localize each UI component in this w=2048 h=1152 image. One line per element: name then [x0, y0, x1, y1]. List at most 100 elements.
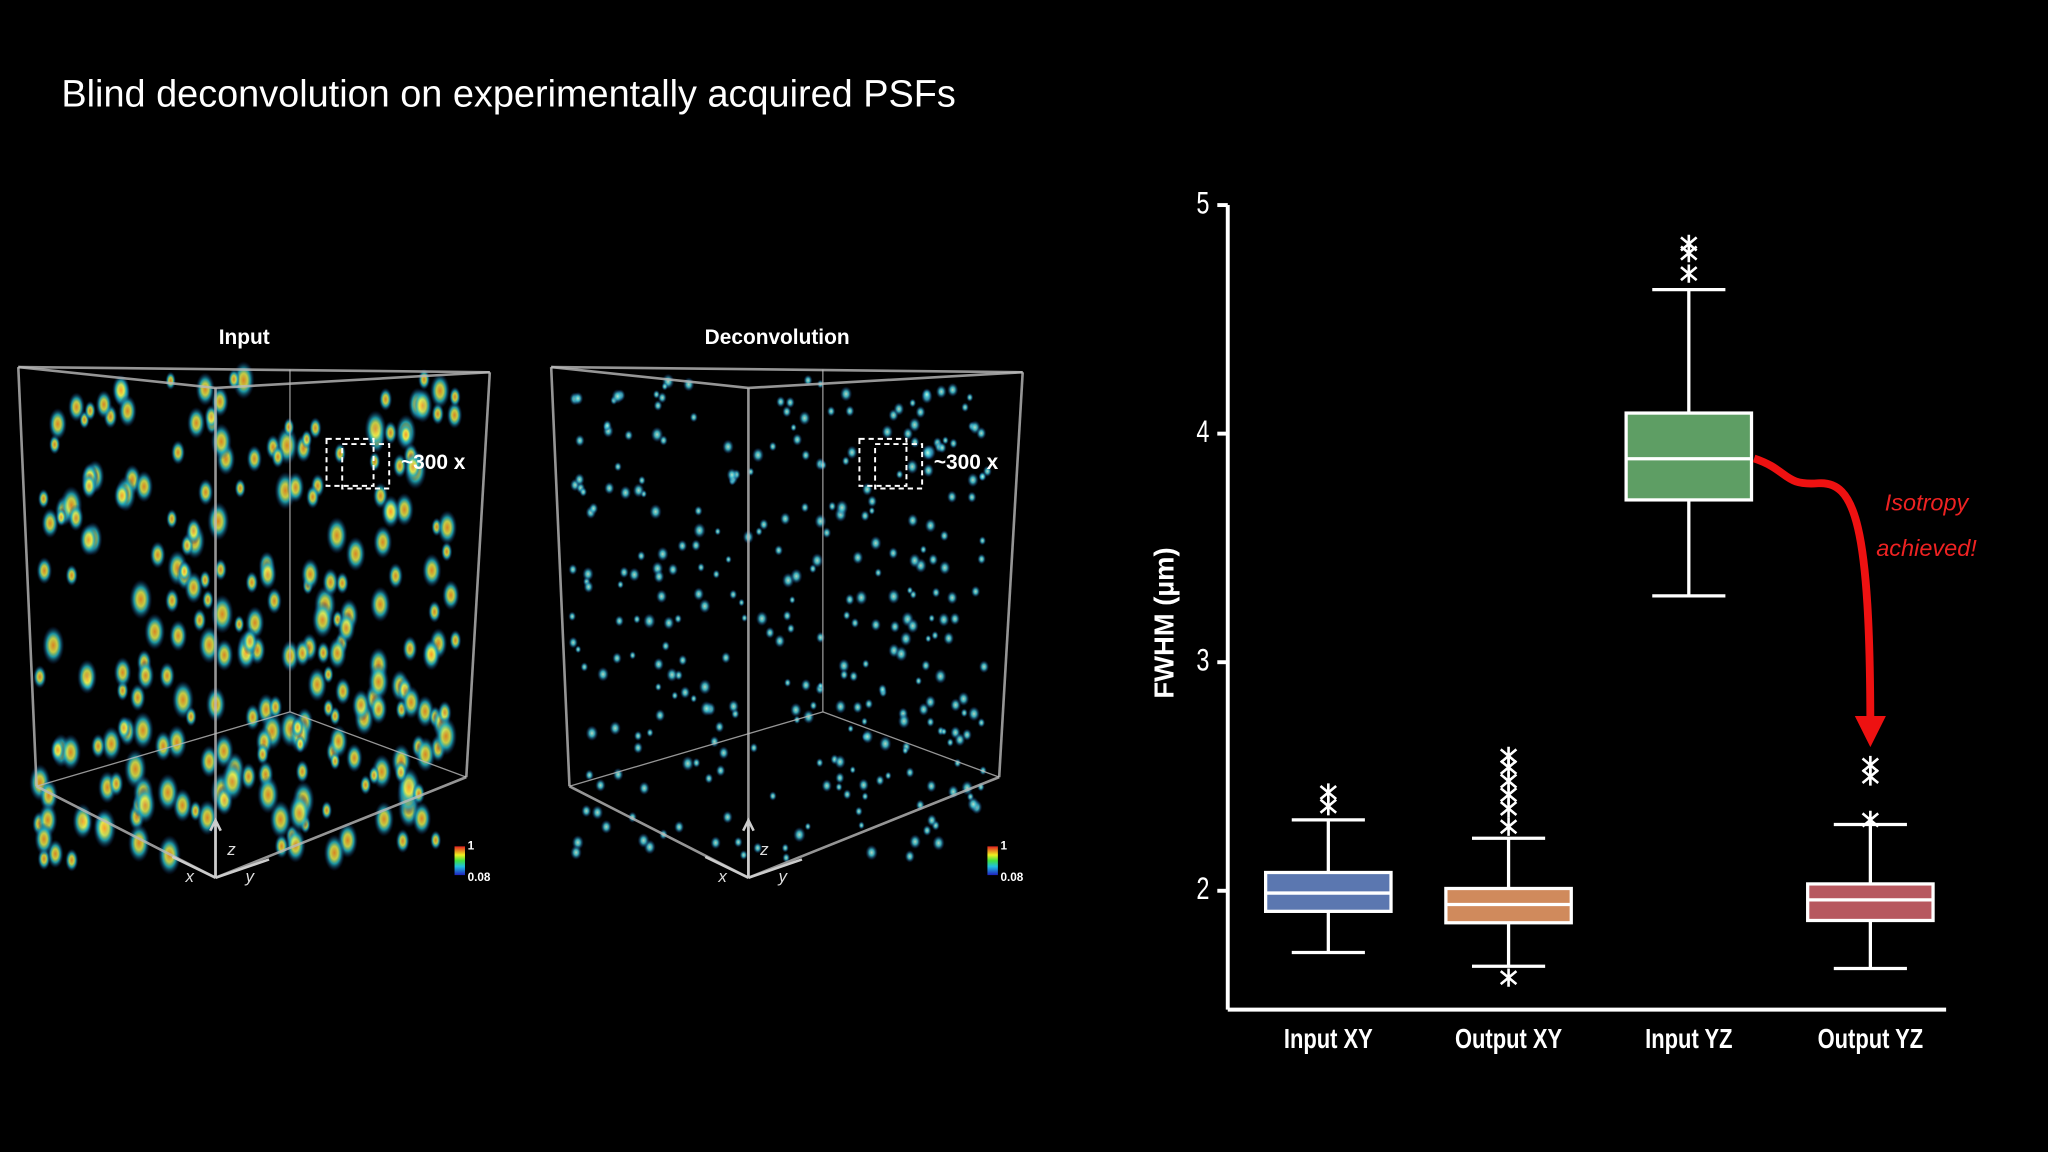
psf-spot — [240, 762, 257, 791]
psf-spot — [430, 830, 442, 850]
psf-spot — [786, 623, 795, 634]
psf-spot — [591, 805, 604, 820]
psf-spot — [966, 392, 974, 402]
cube-edge — [16, 366, 38, 787]
psf-spot — [213, 733, 234, 769]
psf-spot — [207, 501, 230, 541]
annotation: achieved! — [1876, 535, 1977, 561]
psf-spot — [395, 828, 410, 854]
psf-spot — [931, 587, 941, 598]
psf-spot — [802, 709, 815, 724]
psf-spot — [612, 652, 622, 665]
psf-spot — [428, 600, 441, 623]
psf-spot — [861, 792, 869, 801]
axis-gizmo-label: x — [184, 867, 194, 886]
psf-spot — [674, 820, 685, 834]
psf-spot — [834, 699, 847, 714]
psf-spot — [888, 547, 899, 560]
psf-spot — [568, 563, 578, 576]
psf-spot — [839, 386, 853, 402]
psf-spot — [246, 445, 263, 473]
psf-spot — [286, 471, 305, 503]
zoom-annotation: ~300 x — [934, 451, 999, 474]
psf-spot — [895, 646, 908, 662]
psf-spot — [809, 563, 817, 574]
psf-spot — [266, 587, 282, 615]
psf-spot — [949, 438, 958, 449]
psf-spot — [633, 730, 643, 742]
psf-spot — [136, 660, 155, 691]
psf-spot — [858, 821, 865, 830]
psf-spot — [68, 504, 84, 532]
psf-spot — [129, 683, 146, 712]
psf-spot — [50, 737, 65, 763]
psf-spot — [862, 659, 870, 669]
psf-spot — [887, 588, 900, 605]
psf-spot — [722, 810, 733, 824]
psf-spot — [604, 481, 615, 495]
psf-spot — [852, 701, 863, 714]
psf-spot — [646, 728, 654, 738]
psf-spot — [970, 585, 981, 598]
psf-spot — [785, 396, 795, 409]
psf-spot — [661, 382, 669, 391]
psf-spot — [422, 638, 441, 671]
cube-edge — [289, 711, 467, 778]
psf-spot — [765, 626, 775, 639]
psf-spot — [368, 765, 380, 785]
psf-spot — [394, 760, 408, 784]
psf-spot — [164, 588, 180, 614]
psf-spot — [245, 703, 261, 731]
psf-spot — [904, 850, 915, 863]
psf-spot — [653, 400, 663, 412]
psf-spot — [307, 667, 327, 702]
psf-spot — [579, 487, 588, 497]
cube-edge — [747, 775, 1000, 879]
psf-spot — [968, 706, 980, 722]
slide-title: Blind deconvolution on experimentally ac… — [61, 74, 955, 116]
psf-spot — [422, 553, 442, 588]
psf-spot — [437, 510, 458, 545]
cube-edge — [18, 365, 490, 374]
psf-spot — [41, 508, 59, 539]
psf-spot — [91, 733, 106, 759]
psf-spot — [65, 564, 78, 587]
psf-spot — [849, 765, 856, 774]
psf-spot — [617, 580, 624, 589]
y-tick-label: 4 — [1196, 414, 1209, 449]
psf-spot — [845, 593, 855, 606]
psf-spot — [938, 612, 950, 627]
psf-spot — [718, 746, 729, 760]
zoom-box — [858, 437, 908, 487]
psf-spot — [879, 735, 892, 752]
outlier — [1680, 264, 1698, 283]
psf-spot — [722, 439, 734, 455]
psf-spot — [392, 453, 407, 479]
psf-spot — [149, 541, 166, 569]
psf-spot — [654, 709, 666, 722]
psf-spot — [412, 801, 432, 836]
psf-spot — [789, 595, 796, 604]
psf-spot — [835, 772, 845, 784]
psf-spot — [710, 836, 721, 850]
psf-spot — [619, 485, 632, 500]
axis-gizmo-label: z — [759, 840, 769, 859]
psf-spot — [858, 778, 869, 792]
psf-spot — [690, 694, 698, 703]
psf-spot — [908, 417, 921, 433]
psf-spot — [839, 669, 849, 681]
psf-spot — [301, 558, 320, 591]
psf-spot — [915, 405, 926, 419]
colorbar — [454, 846, 465, 876]
psf-spot — [233, 614, 245, 634]
psf-spot — [935, 384, 947, 399]
box-chart: 2 3 4 5 FWHM (µm) Input XY Output XY Input YZ Ou… — [1149, 185, 1978, 1055]
psf-spot — [692, 757, 701, 768]
psf-spot — [643, 613, 656, 629]
psf-spot — [924, 518, 937, 533]
psf-spot — [388, 562, 404, 589]
psf-spot — [861, 729, 874, 744]
psf-spot — [864, 698, 874, 710]
psf-spot — [967, 491, 977, 503]
